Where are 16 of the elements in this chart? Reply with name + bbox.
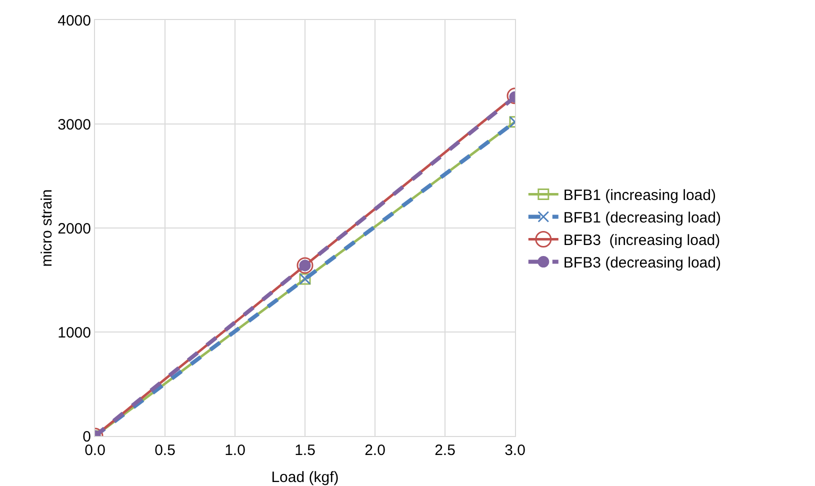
- x-tick-label: 0.5: [154, 442, 176, 459]
- x-tick-label: 1.5: [294, 442, 316, 459]
- x-axis-title: Load (kgf): [271, 469, 339, 486]
- legend-label: BFB3 (increasing load): [563, 232, 720, 250]
- y-tick-label: 4000: [58, 12, 91, 30]
- legend-label: BFB1 (increasing load): [563, 187, 716, 204]
- y-tick-label: 3000: [58, 116, 91, 134]
- y-tick-label: 1000: [58, 324, 91, 342]
- legend-label: BFB1 (decreasing load): [563, 210, 721, 227]
- x-tick-label: 2.5: [434, 442, 456, 459]
- legend-label: BFB3 (decreasing load): [563, 254, 721, 272]
- x-tick-label: 1.0: [224, 442, 246, 459]
- y-tick-label: 2000: [58, 220, 91, 238]
- y-axis-title: micro strain: [38, 189, 56, 267]
- x-tick-label: 3.0: [504, 442, 526, 459]
- x-tick-label: 2.0: [364, 442, 386, 459]
